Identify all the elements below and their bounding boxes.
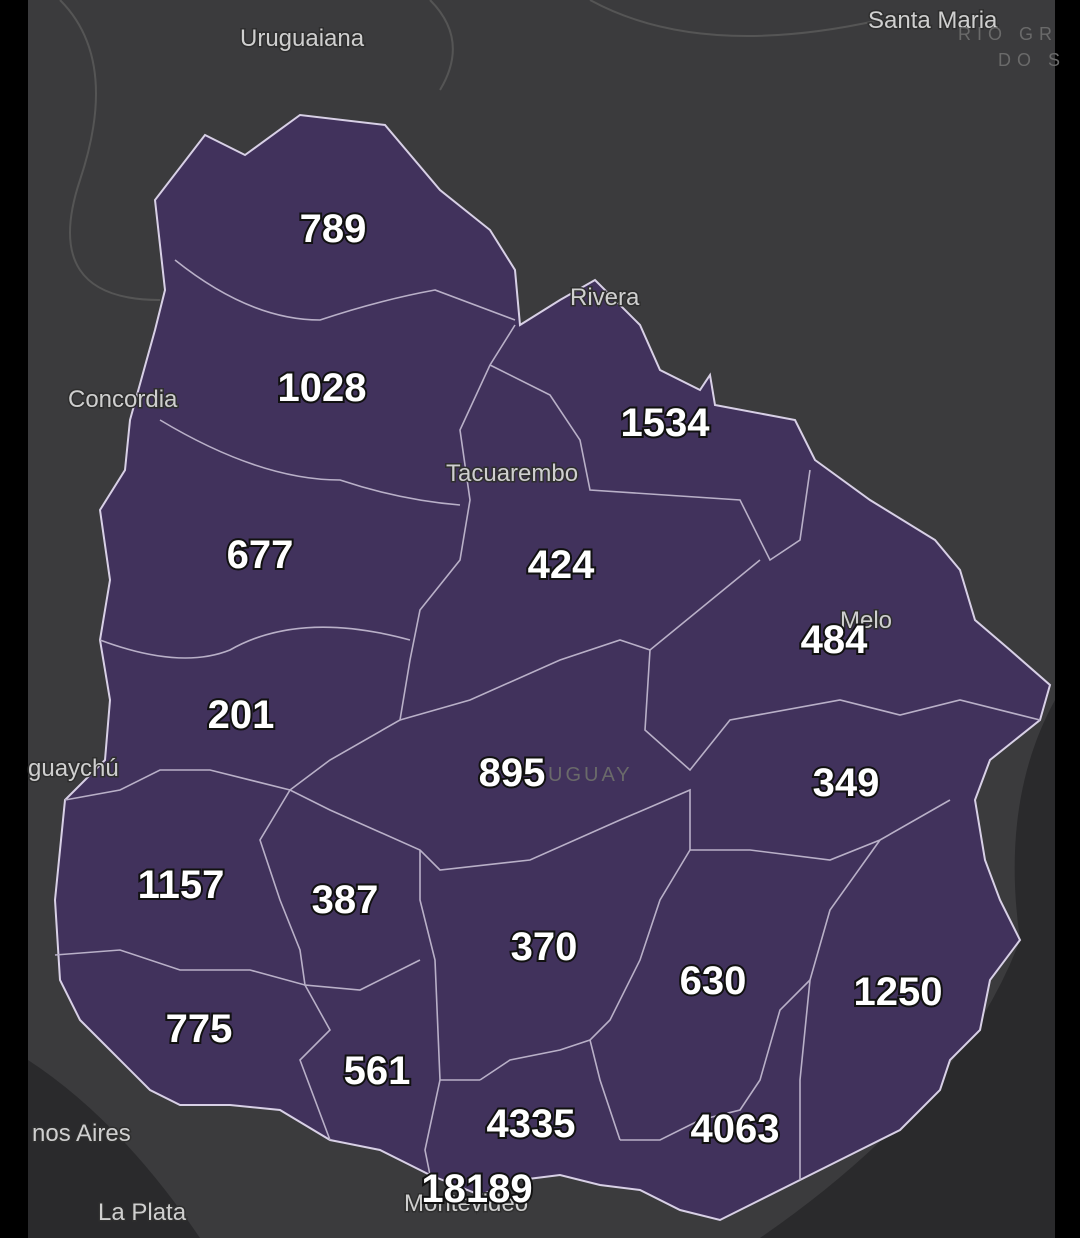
border [64, 769, 951, 871]
region-value: 4063 [691, 1107, 780, 1151]
water [760, 700, 1055, 1238]
place-label: Montevideo [404, 1190, 528, 1217]
region-value: 1534 [621, 401, 711, 445]
border [589, 849, 691, 1141]
water [28, 1060, 200, 1238]
place-label: Tacuarembo [446, 460, 578, 487]
border [489, 364, 811, 562]
region-value: 789 [300, 207, 367, 251]
region-value: 18189 [421, 1167, 532, 1211]
region-value: 630 [680, 959, 747, 1003]
region-value: 1157 [138, 863, 225, 907]
border [644, 649, 1041, 772]
region-value: 677 [227, 533, 294, 577]
place-label: Santa Maria [868, 7, 998, 34]
border [99, 626, 411, 659]
region-value: 424 [528, 543, 595, 587]
border [174, 259, 516, 321]
region-label: DO S [998, 50, 1066, 70]
border [620, 979, 811, 1141]
region-value: 484 [801, 618, 868, 662]
place-label: nos Aires [32, 1120, 131, 1147]
place-label: Uruguaiana [240, 25, 365, 52]
region-value: 370 [511, 925, 578, 969]
place-label: guaychú [28, 755, 119, 782]
region-value: 895 [479, 751, 546, 795]
border [54, 949, 331, 1141]
place-label: Melo [840, 607, 892, 634]
region-value: 4335 [487, 1102, 576, 1146]
country-label: UGUAY [548, 764, 633, 786]
region-value: 1250 [854, 970, 943, 1014]
place-label: Concordia [68, 386, 178, 413]
border [259, 789, 421, 991]
region-value: 201 [208, 693, 275, 737]
place-label: La Plata [98, 1199, 187, 1226]
region-value: 1028 [278, 366, 367, 410]
border [289, 324, 516, 791]
border [419, 850, 480, 1081]
border [399, 559, 761, 721]
region-value: 387 [312, 878, 379, 922]
road-line [59, 0, 881, 301]
region-value: 349 [813, 761, 880, 805]
region-value: 561 [344, 1049, 411, 1093]
border [159, 419, 461, 506]
border [424, 1039, 591, 1176]
region-values: 789 1028 1534 677 424 484 201 895 349 11… [136, 205, 945, 1213]
department-borders [54, 259, 1041, 1180]
region-value: 775 [166, 1007, 233, 1051]
region-label: RIO GR [958, 24, 1058, 44]
place-label: Rivera [570, 284, 640, 311]
